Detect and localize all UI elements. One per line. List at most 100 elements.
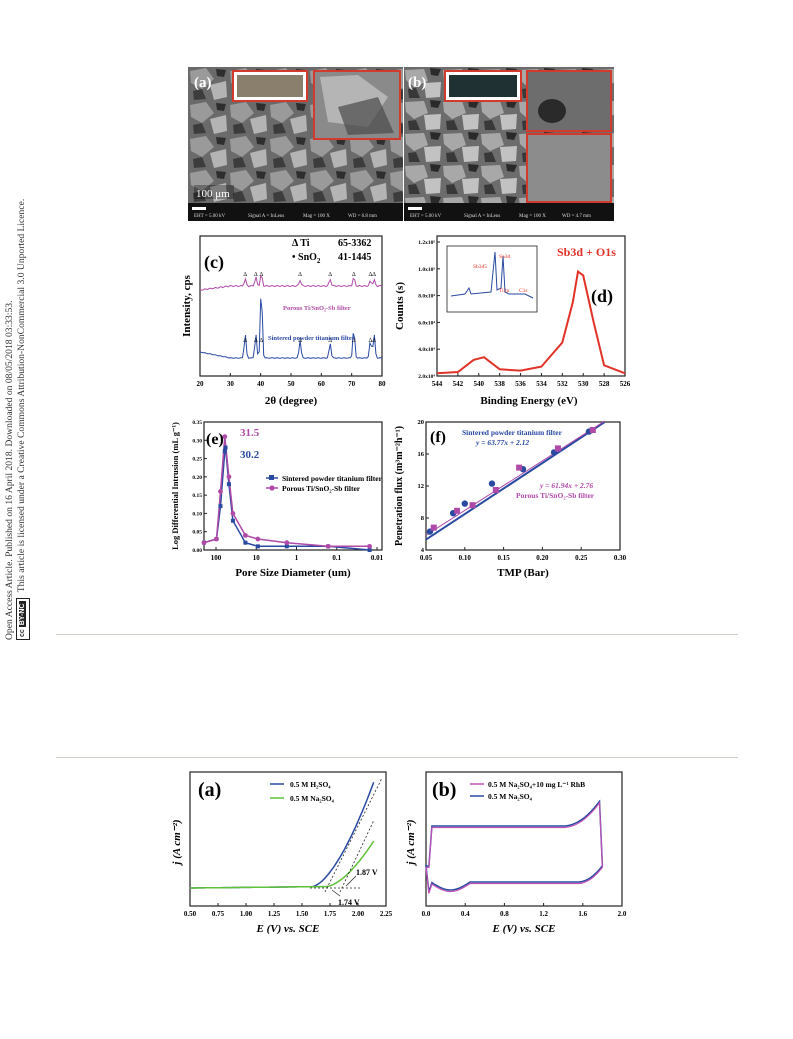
xps-y-ticks: 2.0x10⁴ 4.0x10⁴ 6.0x10⁴ 8.0x10⁴ 1.0x10⁵ 1.2x1… bbox=[418, 240, 440, 380]
pore-sintered-point bbox=[230, 518, 235, 523]
flux-porous-point bbox=[589, 427, 596, 433]
cv-x-tick-label: 0.0 bbox=[422, 910, 431, 918]
flux-sintered-point bbox=[488, 480, 496, 487]
sem-image-b: EHT = 5.00 kV Signal A = InLens Mag = 10… bbox=[404, 67, 614, 221]
flux-sintered-point bbox=[461, 500, 468, 507]
xps-x-ticks: 544 542 540 538 536 534 532 530 528 526 bbox=[432, 373, 631, 388]
xrd-label-sintered: Sintered powder titanium filter bbox=[268, 335, 355, 342]
pore-porous-point bbox=[230, 511, 236, 516]
lsv-x-tick-label: 2.00 bbox=[352, 910, 365, 918]
xps-x-tick-label: 542 bbox=[453, 380, 464, 388]
xrd-top-peak-marker: Δ bbox=[369, 272, 373, 278]
pore-x-tick-label: 0.1 bbox=[332, 554, 341, 562]
xrd-bottom-peak-marker: Δ bbox=[298, 338, 302, 344]
lsv-x-tick-label: 1.75 bbox=[324, 910, 337, 918]
flux-porous-point bbox=[554, 445, 561, 452]
xps-y-tick-label: 1.2x10⁵ bbox=[418, 240, 435, 246]
xps-x-tick-label: 526 bbox=[620, 380, 631, 388]
pore-sintered-point bbox=[222, 449, 227, 454]
lsv-x-tick-label: 1.25 bbox=[268, 910, 281, 918]
flux-chart-f: 4 8 12 16 20 0.05 0.10 0.15 0.20 0.25 0.30 (f) Si… bbox=[394, 419, 627, 579]
lsv-x-tick-label: 2.25 bbox=[380, 910, 393, 918]
sem-b-info-2: Signal A = InLens bbox=[464, 214, 500, 219]
pore-y-tick-label: 0.30 bbox=[192, 438, 202, 444]
xrd-top-peak-marker: Δ bbox=[328, 272, 332, 278]
panel-c-letter: (c) bbox=[204, 252, 224, 273]
cv-xlabel: E (V) vs. SCE bbox=[492, 923, 556, 935]
xps-x-tick-label: 534 bbox=[536, 380, 547, 388]
pore-y-tick-label: 0.10 bbox=[192, 511, 202, 517]
flux-eq-title-2: Porous Ti/SnO₂-Sb filter bbox=[516, 491, 595, 500]
flux-ylabel: Penetration flux (m³m⁻²h⁻¹) bbox=[394, 426, 405, 546]
section-divider-1 bbox=[56, 634, 738, 635]
pore-porous-point bbox=[201, 540, 207, 546]
fig2-panel-a-letter: (a) bbox=[198, 779, 221, 801]
sem-a-info-3: Mag = 100 X bbox=[303, 214, 330, 219]
xps-y-tick-label: 2.0x10⁴ bbox=[418, 374, 435, 380]
panel-b-letter: (b) bbox=[408, 75, 426, 91]
pore-xlabel: Pore Size Diameter (um) bbox=[235, 567, 351, 579]
xps-x-tick-label: 532 bbox=[557, 380, 568, 388]
pore-porous-point bbox=[242, 532, 248, 538]
cc-badge-label: cc bbox=[19, 629, 26, 637]
flux-eq-title-1: Sintered powder titanium filter bbox=[462, 428, 563, 437]
flux-x-tick-label: 0.25 bbox=[575, 554, 588, 562]
sem-b-info-3: Mag = 100 X bbox=[519, 214, 546, 219]
pore-sintered-point bbox=[226, 482, 231, 487]
pore-peak-label-1: 31.5 bbox=[240, 427, 260, 439]
pore-y-tick-label: 0.25 bbox=[192, 457, 202, 463]
lsv-ylabel: j (A cm⁻²) bbox=[171, 819, 183, 866]
xps-x-tick-label: 528 bbox=[599, 380, 610, 388]
panel-f-letter: (f) bbox=[430, 429, 446, 446]
xps-x-tick-label: 536 bbox=[515, 380, 526, 388]
flux-y-tick-label: 16 bbox=[418, 451, 425, 458]
sem-image-a: EHT = 5.00 kV Signal A = InLens Mag = 10… bbox=[188, 67, 403, 221]
xrd-series-sintered bbox=[199, 298, 383, 359]
flux-x-tick-label: 0.15 bbox=[497, 554, 510, 562]
license-line-2: This article is licensed under a Creativ… bbox=[16, 198, 27, 593]
section-divider-2 bbox=[56, 757, 738, 758]
xrd-bottom-peak-marker: Δ bbox=[259, 338, 263, 344]
cv-x-tick-label: 0.8 bbox=[500, 910, 509, 918]
xrd-bottom-peak-marker: Δ bbox=[369, 338, 373, 344]
pore-sintered-point bbox=[255, 544, 260, 549]
cv-x-tick-label: 0.4 bbox=[461, 910, 470, 918]
xrd-top-peak-marker: Δ bbox=[298, 272, 302, 278]
license-sidebar: Open Access Article. Published on 16 Apr… bbox=[4, 0, 30, 640]
xps-xlabel: Binding Energy (eV) bbox=[480, 395, 578, 407]
xrd-x-tick-label: 30 bbox=[227, 380, 235, 388]
pore-porous-point bbox=[226, 474, 232, 480]
xps-y-tick-label: 8.0x10⁴ bbox=[418, 294, 435, 300]
xps-x-tick-label: 530 bbox=[578, 380, 589, 388]
xrd-legend-ti-code: 65-3362 bbox=[338, 238, 371, 249]
lsv-x-ticks: 0.50 0.75 1.00 1.25 1.50 1.75 2.00 2.25 bbox=[184, 903, 393, 918]
pore-porous-point bbox=[367, 543, 372, 549]
pore-sintered-point bbox=[284, 544, 289, 549]
flux-x-tick-label: 0.20 bbox=[536, 554, 549, 562]
flux-y-ticks: 4 8 12 16 20 bbox=[418, 419, 429, 554]
flux-porous-point bbox=[492, 487, 499, 493]
lsv-x-tick-label: 1.50 bbox=[296, 910, 309, 918]
xrd-xlabel: 2θ (degree) bbox=[265, 395, 318, 407]
cc-license-badge[interactable]: cc BY-NC bbox=[16, 598, 30, 640]
xps-peak-label: Sb3d + O1s bbox=[557, 245, 616, 259]
flux-x-tick-label: 0.30 bbox=[614, 554, 627, 562]
pore-x-tick-label: 100 bbox=[211, 554, 222, 562]
sem-b-info-4: WD = 4.7 mm bbox=[562, 214, 591, 219]
xrd-bottom-peak-marker: Δ bbox=[243, 338, 247, 344]
pore-sintered-point bbox=[243, 540, 248, 545]
pore-y-tick-label: 0.05 bbox=[192, 530, 202, 536]
sem-b-info-1: EHT = 5.00 kV bbox=[410, 214, 441, 219]
xrd-x-tick-label: 60 bbox=[318, 380, 326, 388]
xps-inset-sb3d5: Sb3d5 bbox=[473, 264, 487, 270]
panel-a-letter: (a) bbox=[194, 75, 212, 91]
pore-y-tick-label: 0.20 bbox=[192, 475, 202, 481]
sem-a-info-2: Signal A = InLens bbox=[248, 214, 284, 219]
xps-x-tick-label: 544 bbox=[432, 380, 443, 388]
lsv-annotation-1: 1.87 V bbox=[356, 868, 378, 877]
pore-x-tick-label: 1 bbox=[295, 554, 299, 562]
pore-porous-point bbox=[284, 540, 290, 546]
